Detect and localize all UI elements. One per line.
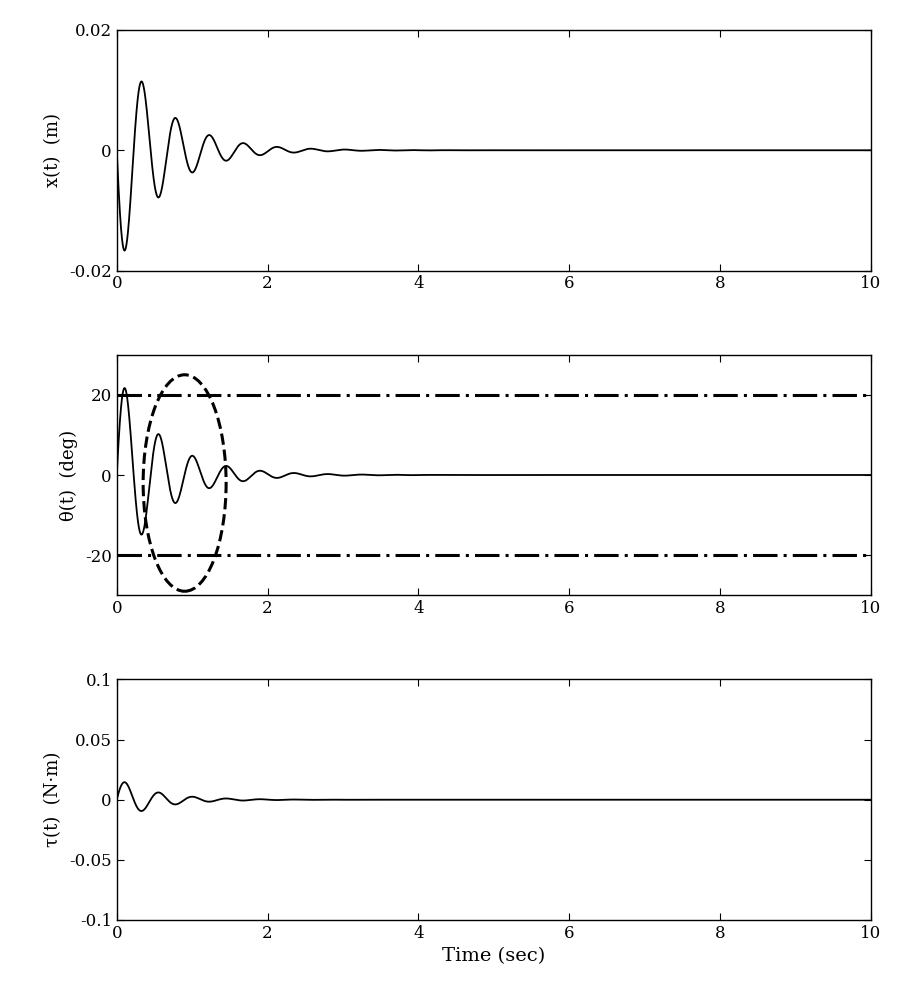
X-axis label: Time (sec): Time (sec) — [443, 947, 545, 965]
Y-axis label: τ(t)  (N·m): τ(t) (N·m) — [44, 752, 62, 847]
Y-axis label: x(t)  (m): x(t) (m) — [44, 113, 62, 187]
Y-axis label: θ(t)  (deg): θ(t) (deg) — [60, 429, 78, 521]
